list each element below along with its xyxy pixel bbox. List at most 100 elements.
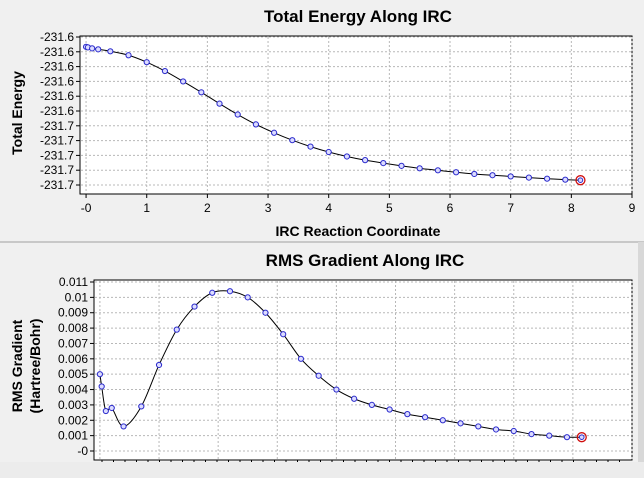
data-point[interactable] [452,169,460,176]
data-point[interactable] [173,326,180,333]
data-point[interactable] [107,48,114,55]
y-tick-label: -231.7 [40,119,74,133]
gradient-plot-area [93,279,633,461]
data-point[interactable] [102,407,109,415]
data-point[interactable] [252,121,260,128]
data-point[interactable] [120,423,127,430]
y-tick-label: 0.008 [58,321,88,335]
current-point-ring[interactable] [576,432,587,443]
data-point[interactable] [380,159,387,167]
data-point[interactable] [562,176,569,183]
y-tick-label: -231.7 [40,163,74,177]
current-data-point[interactable] [578,434,585,440]
energy-chart-panel: Total Energy Along IRC -231.6-231.6-231.… [9,7,636,239]
data-point[interactable] [315,372,322,379]
data-point[interactable] [262,309,269,316]
data-point[interactable] [89,45,96,52]
data-point[interactable] [563,434,571,441]
data-point[interactable] [351,395,358,402]
data-point[interactable] [191,303,198,310]
energy-x-ticks: -0 1 2 3 4 5 6 7 8 9 [81,194,636,215]
x-tick-label: 5 [386,201,393,215]
data-point[interactable] [510,427,517,435]
data-point[interactable] [368,401,375,409]
data-point[interactable] [361,157,369,164]
data-point[interactable] [546,432,553,439]
data-point[interactable] [528,431,535,438]
y-tick-label: -0 [77,444,88,458]
x-tick-label: 7 [507,201,514,215]
y-tick-label: -231.6 [40,30,74,44]
data-point[interactable] [386,406,393,413]
data-point[interactable] [439,417,446,424]
y-tick-label: -231.6 [40,104,74,118]
data-point[interactable] [489,172,496,179]
data-point[interactable] [475,423,482,430]
data-point[interactable] [297,355,305,362]
data-point[interactable] [525,174,532,181]
data-point[interactable] [507,173,514,180]
data-point[interactable] [155,361,163,369]
energy-chart-title: Total Energy Along IRC [264,7,452,26]
current-data-point[interactable] [577,177,584,183]
data-point[interactable] [161,67,169,75]
gradient-chart-title: RMS Gradient Along IRC [266,251,465,270]
y-tick-label: -231.7 [40,148,74,162]
gradient-chart-panel: RMS Gradient Along IRC -00.001 0.0020.003… [9,251,633,463]
bottom-scroll-strip [0,462,644,478]
data-point[interactable] [398,162,405,169]
data-point[interactable] [95,46,102,53]
current-point-ring[interactable] [575,175,586,186]
data-point[interactable] [421,414,429,421]
data-point[interactable] [333,386,340,393]
y-tick-label: -231.7 [40,134,74,148]
data-point[interactable] [325,148,332,156]
data-point[interactable] [98,383,105,390]
y-tick-label: -231.6 [40,60,74,74]
y-tick-label: -231.6 [40,74,74,88]
data-point[interactable] [307,143,314,150]
data-point[interactable] [543,175,551,182]
y-tick-label: 0.009 [58,306,88,320]
y-tick-label: 0.004 [58,383,88,397]
data-point[interactable] [457,420,464,427]
data-point[interactable] [471,170,478,178]
data-point[interactable] [416,165,423,172]
gradient-y-ticks: -00.0010.0020.0030.0040.0050.0060.0070.0… [58,275,94,458]
data-point[interactable] [216,100,223,107]
data-point[interactable] [244,294,251,301]
data-point[interactable] [271,129,278,136]
data-point[interactable] [289,137,296,144]
data-point[interactable] [280,331,287,338]
data-point[interactable] [492,426,500,433]
y-tick-label: 0.007 [58,336,88,350]
y-tick-label: 0.006 [58,352,88,366]
x-tick-label: 2 [204,201,211,215]
x-tick-label: 9 [629,201,636,215]
data-point[interactable] [138,403,145,410]
data-point[interactable] [209,289,216,296]
data-point[interactable] [434,167,441,174]
energy-plot-area [79,35,633,195]
y-tick-label: 0.01 [65,290,89,304]
data-point[interactable] [343,153,351,160]
energy-x-axis-title: IRC Reaction Coordinate [276,223,441,239]
x-tick-label: 4 [325,201,332,215]
data-point[interactable] [226,288,234,295]
right-scrollbar[interactable] [638,242,644,462]
data-point[interactable] [180,78,187,85]
x-tick-label: 3 [265,201,272,215]
data-point[interactable] [96,371,104,378]
data-point[interactable] [234,111,241,118]
gradient-y-axis-title-line-1: RMS Gradient [9,319,25,412]
data-point[interactable] [198,89,205,96]
y-tick-label: 0.005 [58,367,88,381]
data-point[interactable] [143,59,150,66]
data-point[interactable] [125,52,132,59]
data-point[interactable] [108,404,115,412]
energy-grid [81,36,633,193]
data-point[interactable] [404,411,411,418]
energy-y-ticks: -231.6-231.6-231.6-231.6-231.6-231.6-231… [40,30,80,192]
y-tick-label: 0.001 [58,429,88,443]
